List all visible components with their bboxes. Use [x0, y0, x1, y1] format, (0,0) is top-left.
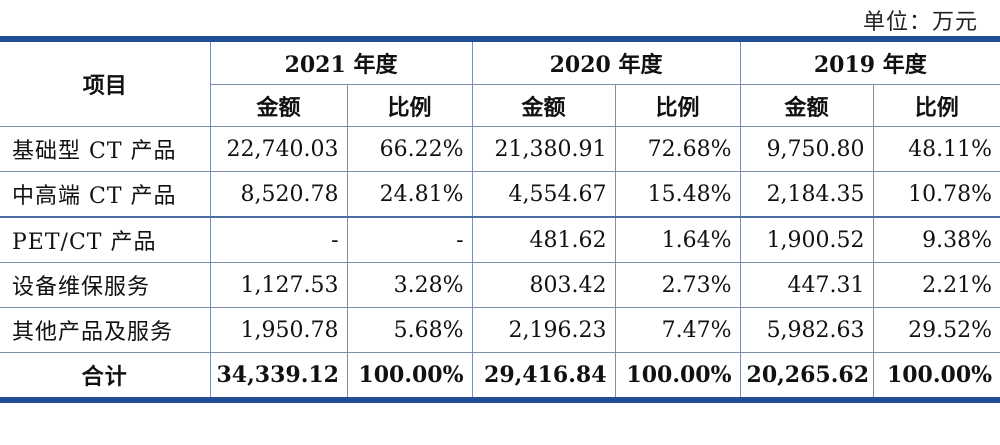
total-value: 100.00%: [614, 352, 741, 397]
header-amount: 金额: [210, 84, 348, 127]
cell-value: 2.21%: [872, 262, 1000, 308]
cell-value: 481.62: [471, 216, 616, 263]
header-ratio: 比例: [872, 84, 1000, 127]
header-year-2021: 2021 年度: [209, 42, 473, 85]
cell-value: 1,900.52: [739, 216, 874, 263]
total-label: 合计: [0, 352, 211, 397]
table-row: 中高端 CT 产品 8,520.78 24.81% 4,554.67 15.48…: [0, 171, 1000, 218]
total-value: 100.00%: [872, 352, 1000, 397]
header-year-2019: 2019 年度: [739, 42, 1000, 85]
cell-value: 7.47%: [614, 307, 741, 353]
total-value: 29,416.84: [471, 352, 616, 397]
table-row: 设备维保服务 1,127.53 3.28% 803.42 2.73% 447.3…: [0, 262, 1000, 308]
total-value: 20,265.62: [739, 352, 874, 397]
total-value: 34,339.12: [209, 352, 348, 397]
header-year-2020: 2020 年度: [471, 42, 741, 85]
cell-value: 1,127.53: [209, 262, 348, 308]
row-label: 中高端 CT 产品: [0, 171, 211, 218]
total-value: 100.00%: [346, 352, 473, 397]
header-ratio: 比例: [346, 84, 473, 127]
row-label: PET/CT 产品: [0, 216, 211, 263]
header-amount: 金额: [471, 84, 616, 127]
cell-value: 4,554.67: [471, 171, 616, 218]
cell-value: 72.68%: [614, 126, 741, 172]
cell-value: 29.52%: [872, 307, 1000, 353]
cell-value: 10.78%: [872, 171, 1000, 218]
unit-label: 单位：万元: [862, 10, 978, 35]
cell-value: -: [209, 216, 348, 263]
cell-value: 24.81%: [346, 171, 473, 218]
table-row: 其他产品及服务 1,950.78 5.68% 2,196.23 7.47% 5,…: [0, 307, 1000, 353]
cell-value: 9,750.80: [739, 126, 874, 172]
table-row: 基础型 CT 产品 22,740.03 66.22% 21,380.91 72.…: [0, 126, 1000, 172]
header-ratio: 比例: [614, 84, 741, 127]
table-row: PET/CT 产品 - - 481.62 1.64% 1,900.52 9.38…: [0, 216, 1000, 263]
total-row: 合计 34,339.12 100.00% 29,416.84 100.00% 2…: [0, 352, 1000, 397]
cell-value: 2.73%: [614, 262, 741, 308]
cell-value: 2,184.35: [739, 171, 874, 218]
cell-value: 3.28%: [346, 262, 473, 308]
cell-value: 48.11%: [872, 126, 1000, 172]
row-label: 其他产品及服务: [0, 307, 211, 353]
row-label: 基础型 CT 产品: [0, 126, 211, 172]
cell-value: 22,740.03: [209, 126, 348, 172]
row-label: 设备维保服务: [0, 262, 211, 308]
revenue-table: 项目 2021 年度 2020 年度 2019 年度 金额 比例 金额 比例 金…: [0, 42, 1000, 397]
cell-value: 1,950.78: [209, 307, 348, 353]
cell-value: 5,982.63: [739, 307, 874, 353]
revenue-table-wrapper: 项目 2021 年度 2020 年度 2019 年度 金额 比例 金额 比例 金…: [0, 36, 1000, 403]
cell-value: 15.48%: [614, 171, 741, 218]
cell-value: 8,520.78: [209, 171, 348, 218]
header-amount: 金额: [739, 84, 874, 127]
cell-value: 5.68%: [346, 307, 473, 353]
cell-value: 803.42: [471, 262, 616, 308]
cell-value: 1.64%: [614, 216, 741, 263]
cell-value: -: [346, 216, 473, 263]
header-item: 项目: [0, 42, 211, 127]
cell-value: 2,196.23: [471, 307, 616, 353]
bottom-rule: [0, 397, 1000, 403]
cell-value: 9.38%: [872, 216, 1000, 263]
cell-value: 447.31: [739, 262, 874, 308]
cell-value: 66.22%: [346, 126, 473, 172]
top-rule: [0, 36, 1000, 42]
header-row-years: 项目 2021 年度 2020 年度 2019 年度: [0, 42, 1000, 127]
cell-value: 21,380.91: [471, 126, 616, 172]
